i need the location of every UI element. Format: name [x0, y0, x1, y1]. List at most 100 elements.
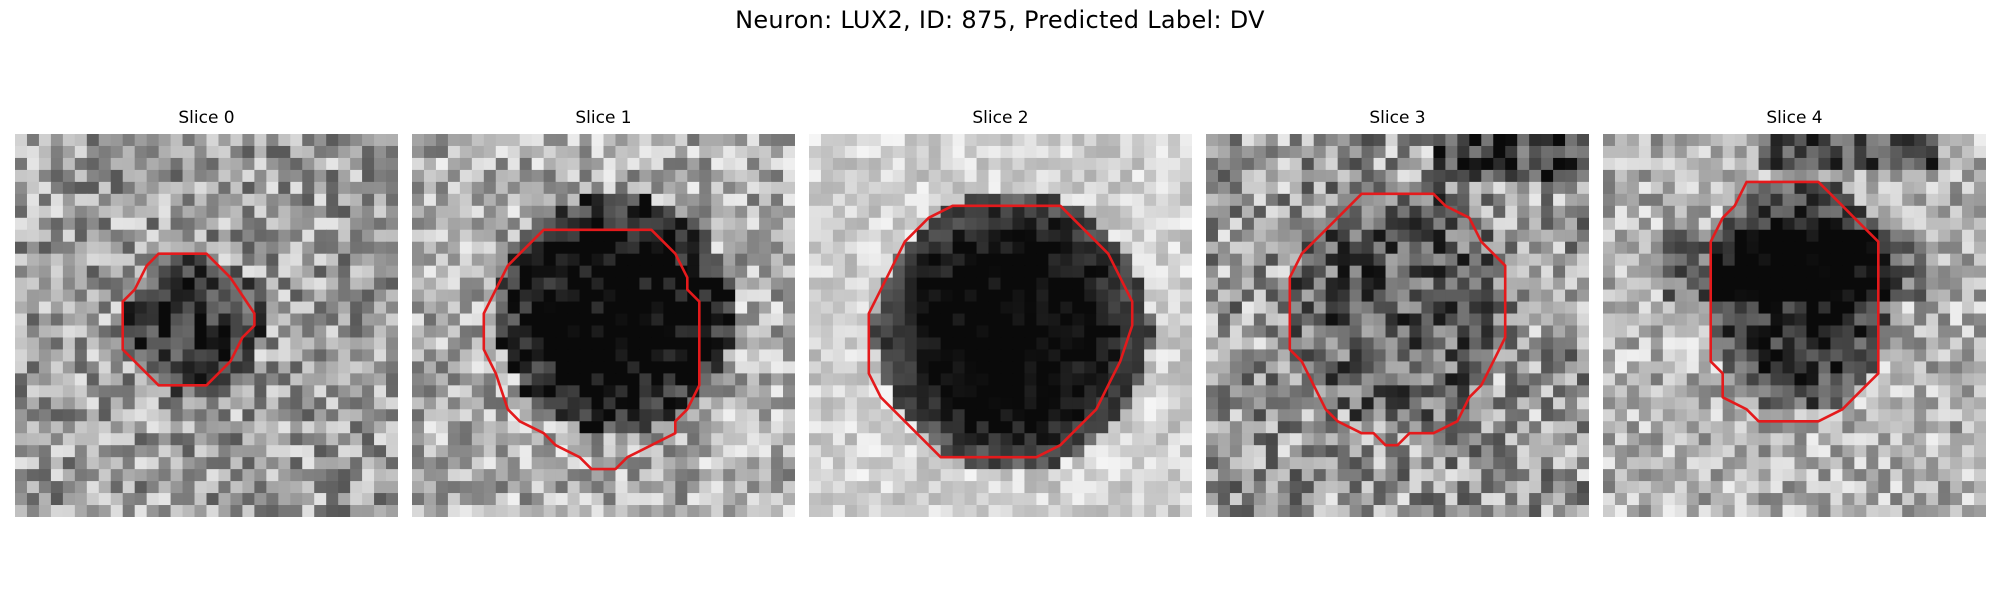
- pixel-cell: [158, 241, 172, 255]
- pixel-cell: [759, 421, 772, 434]
- pixel-cell: [1914, 134, 1927, 147]
- pixel-cell: [86, 253, 100, 267]
- pixel-cell: [1950, 433, 1963, 446]
- pixel-cell: [1253, 289, 1267, 303]
- pixel-cell: [1012, 361, 1026, 374]
- pixel-cell: [1914, 229, 1927, 243]
- pixel-cell: [615, 145, 629, 159]
- pixel-cell: [651, 181, 664, 195]
- pixel-cell: [1517, 445, 1530, 458]
- pixel-cell: [507, 134, 521, 147]
- pixel-cell: [362, 337, 375, 351]
- pixel-cell: [194, 433, 208, 446]
- pixel-cell: [471, 313, 485, 327]
- pixel-cell: [290, 229, 303, 243]
- pixel-cell: [1842, 169, 1855, 183]
- pixel-cell: [38, 505, 52, 517]
- pixel-cell: [1638, 289, 1652, 303]
- pixel-cell: [1229, 445, 1243, 458]
- pixel-cell: [1974, 301, 1986, 315]
- pixel-cell: [1662, 337, 1676, 351]
- pixel-cell: [1722, 229, 1736, 243]
- pixel-cell: [1674, 145, 1688, 159]
- pixel-cell: [1000, 349, 1014, 363]
- pixel-cell: [86, 481, 100, 494]
- pixel-cell: [1373, 325, 1387, 339]
- pixel-cell: [1770, 217, 1784, 231]
- pixel-cell: [1168, 134, 1181, 147]
- pixel-cell: [1313, 361, 1327, 374]
- pixel-cell: [1782, 445, 1796, 458]
- pixel-cell: [1060, 229, 1073, 243]
- pixel-cell: [350, 181, 363, 195]
- pixel-cell: [74, 289, 88, 303]
- pixel-cell: [266, 493, 279, 506]
- pixel-cell: [435, 337, 449, 351]
- pixel-cell: [783, 217, 795, 231]
- pixel-cell: [1048, 169, 1061, 183]
- pixel-cell: [1012, 229, 1026, 243]
- pixel-cell: [651, 134, 664, 147]
- pixel-cell: [302, 373, 315, 386]
- pixel-cell: [868, 169, 882, 183]
- pixel-cell: [1553, 134, 1566, 147]
- pixel-cell: [1168, 265, 1181, 279]
- pixel-cell: [1301, 253, 1315, 267]
- pixel-cell: [687, 229, 700, 243]
- pixel-cell: [1505, 253, 1518, 267]
- pixel-cell: [1084, 313, 1097, 327]
- pixel-cell: [555, 169, 569, 183]
- pixel-cell: [1938, 217, 1951, 231]
- pixel-cell: [567, 134, 581, 147]
- pixel-cell: [86, 349, 100, 363]
- pixel-cell: [964, 325, 978, 339]
- pixel-cell: [1036, 253, 1049, 267]
- pixel-cell: [1409, 313, 1423, 327]
- pixel-cell: [1650, 277, 1664, 291]
- pixel-cell: [1770, 181, 1784, 195]
- pixel-cell: [1457, 457, 1470, 470]
- pixel-cell: [988, 481, 1002, 494]
- pixel-cell: [314, 193, 327, 207]
- pixel-cell: [856, 253, 870, 267]
- pixel-cell: [206, 481, 220, 494]
- pixel-cell: [62, 421, 76, 434]
- pixel-cell: [1421, 445, 1435, 458]
- pixel-cell: [1072, 181, 1085, 195]
- pixel-cell: [326, 469, 339, 482]
- pixel-cell: [1674, 373, 1688, 386]
- pixel-cell: [820, 169, 834, 183]
- pixel-cell: [314, 505, 327, 517]
- pixel-cell: [194, 217, 208, 231]
- pixel-cell: [976, 397, 990, 410]
- pixel-cell: [1120, 421, 1133, 434]
- pixel-cell: [1614, 169, 1628, 183]
- pixel-cell: [1529, 289, 1542, 303]
- pixel-cell: [110, 337, 124, 351]
- pixel-cell: [1902, 313, 1915, 327]
- pixel-cell: [1854, 241, 1867, 255]
- pixel-cell: [194, 505, 208, 517]
- pixel-cell: [1782, 373, 1796, 386]
- pixel-cell: [459, 169, 473, 183]
- pixel-cell: [1746, 385, 1760, 398]
- pixel-cell: [615, 265, 629, 279]
- pixel-cell: [1180, 205, 1192, 219]
- pixel-cell: [170, 301, 184, 315]
- pixel-cell: [988, 229, 1002, 243]
- pixel-cell: [1517, 145, 1530, 159]
- pixel-cell: [1180, 433, 1192, 446]
- pixel-cell: [940, 421, 954, 434]
- pixel-cell: [1180, 169, 1192, 183]
- pixel-cell: [326, 181, 339, 195]
- pixel-cell: [1349, 385, 1363, 398]
- pixel-cell: [1529, 241, 1542, 255]
- pixel-cell: [326, 134, 339, 147]
- pixel-cell: [1914, 217, 1927, 231]
- pixel-cell: [615, 397, 629, 410]
- pixel-cell: [1722, 253, 1736, 267]
- pixel-cell: [386, 505, 398, 517]
- pixel-cell: [627, 385, 641, 398]
- pixel-cell: [314, 241, 327, 255]
- pixel-cell: [783, 325, 795, 339]
